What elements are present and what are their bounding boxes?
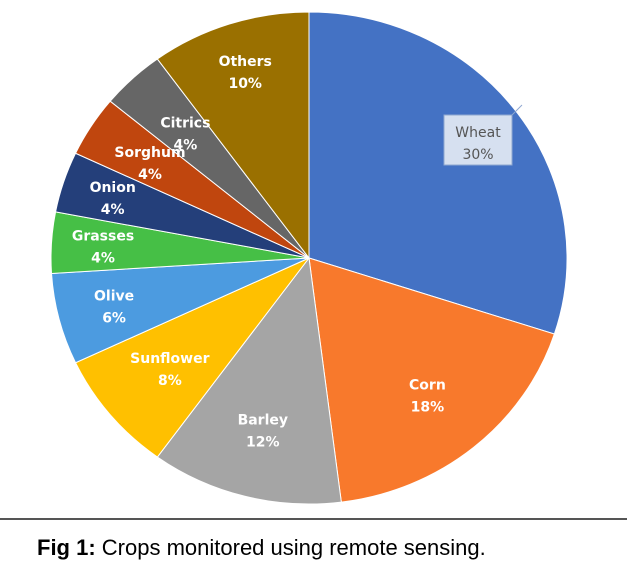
- caption-text: Crops monitored using remote sensing.: [95, 535, 486, 560]
- callout-leader: [511, 104, 523, 116]
- percent-label: 6%: [102, 311, 126, 327]
- pie-chart: Wheat 30% Corn 18% Barley 12% Sunflower 8% Olive…: [50, 11, 568, 505]
- category-label: Corn: [409, 377, 446, 393]
- percent-label: 4%: [91, 251, 115, 267]
- data-label-barley: Barley 12%: [238, 413, 288, 451]
- percent-label: 18%: [411, 399, 445, 415]
- data-label-sunflower: Sunflower 8%: [130, 351, 209, 389]
- data-label-onion: Onion 4%: [90, 180, 136, 218]
- data-label-wheat: Wheat 30%: [443, 104, 523, 166]
- data-label-grasses: Grasses 4%: [72, 229, 134, 267]
- category-label: Others: [219, 54, 272, 70]
- category-label: Wheat: [455, 125, 501, 141]
- percent-label: 12%: [246, 435, 280, 451]
- percent-label: 4%: [173, 137, 197, 153]
- pie-slice-wheat: [308, 11, 568, 335]
- category-label: Grasses: [72, 229, 134, 245]
- percent-label: 4%: [101, 202, 125, 218]
- caption-prefix: Fig 1:: [37, 535, 96, 560]
- data-label-sorghum: Sorghum 4%: [114, 145, 185, 183]
- data-label-citrics: Citrics 4%: [160, 115, 210, 153]
- figure-caption: Fig 1: Crops monitored using remote sens…: [37, 535, 486, 561]
- percent-label: 4%: [138, 167, 162, 183]
- category-label: Sorghum: [114, 145, 185, 161]
- pie-slice-corn: [308, 257, 556, 503]
- data-label-olive: Olive 6%: [94, 289, 134, 327]
- category-label: Citrics: [160, 115, 210, 131]
- pie-slice-others: [156, 11, 310, 260]
- data-label-others: Others 10%: [219, 54, 272, 92]
- category-label: Onion: [90, 180, 136, 196]
- category-label: Barley: [238, 413, 288, 429]
- divider: [0, 518, 627, 520]
- category-label: Olive: [94, 289, 134, 305]
- percent-label: 10%: [228, 76, 262, 92]
- pie-slice-sunflower: [74, 257, 310, 458]
- pie-slice-barley: [156, 256, 342, 505]
- data-label-corn: Corn 18%: [409, 377, 446, 415]
- percent-label: 30%: [462, 147, 493, 163]
- category-label: Sunflower: [130, 351, 209, 367]
- percent-label: 8%: [158, 373, 182, 389]
- wheat-callout-box: [443, 114, 513, 166]
